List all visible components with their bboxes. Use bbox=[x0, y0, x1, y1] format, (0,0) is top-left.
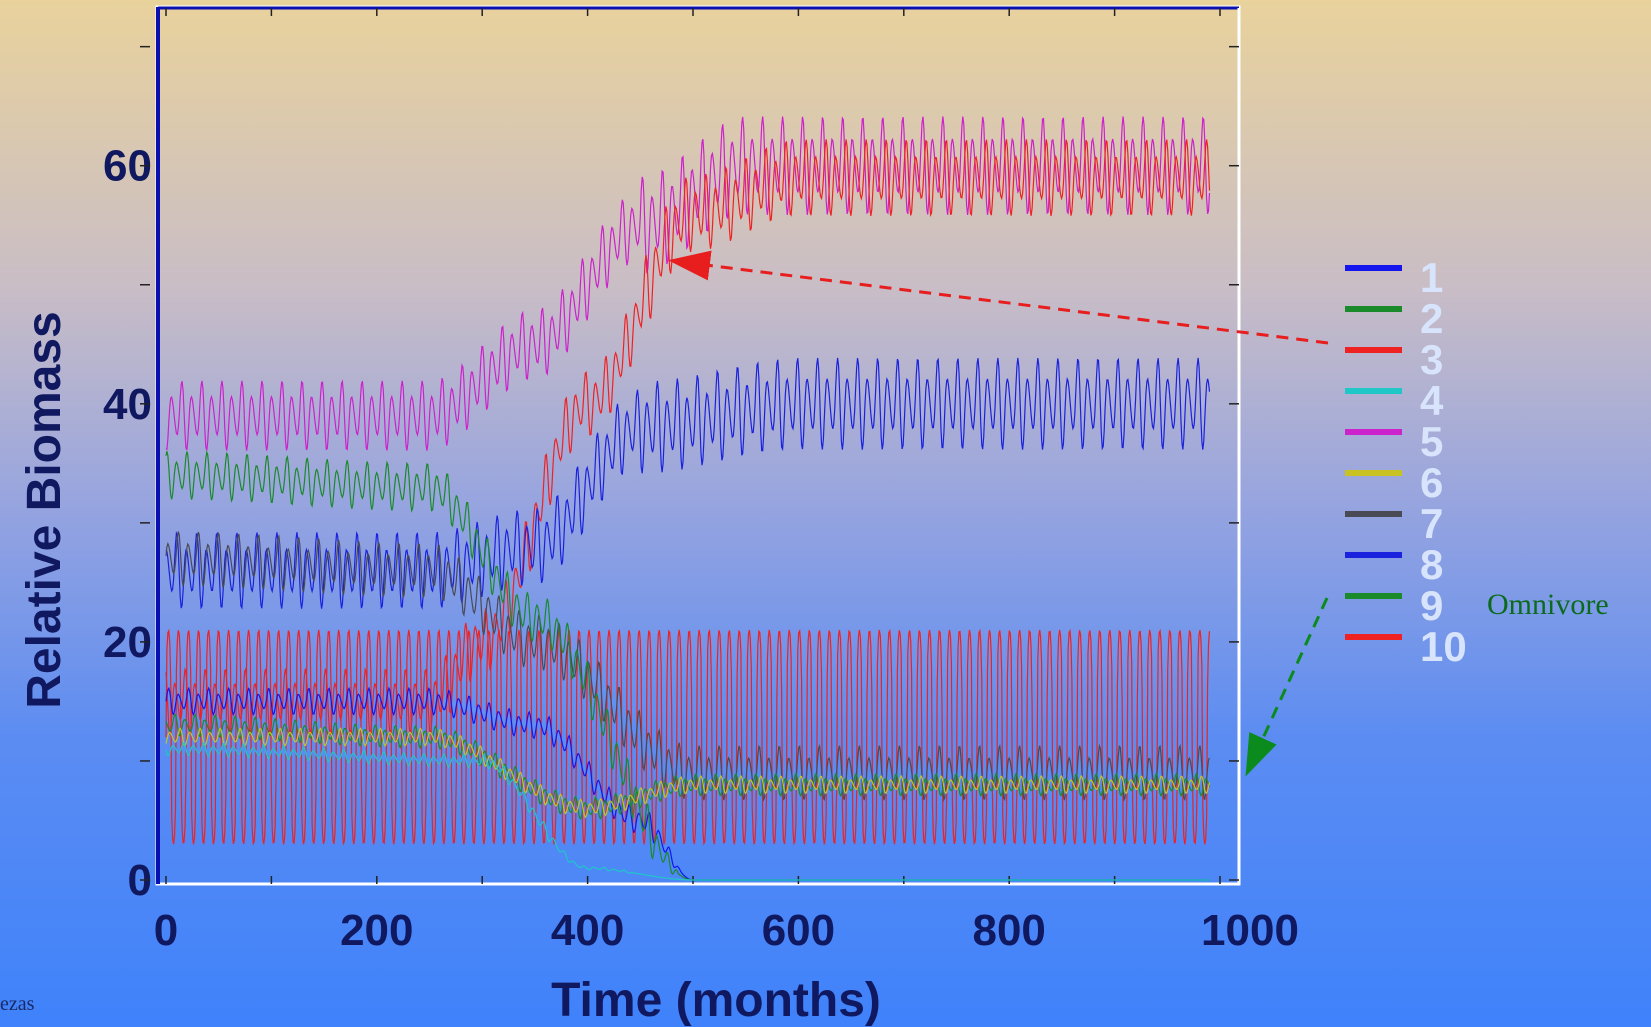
legend-label-3: 3 bbox=[1420, 336, 1443, 383]
series-line-7 bbox=[165, 531, 1211, 802]
series-line-3 bbox=[165, 139, 1211, 736]
x-axis-title: Time (months) bbox=[551, 974, 881, 1027]
legend-label-8: 8 bbox=[1420, 541, 1443, 588]
x-tick-label: 800 bbox=[972, 906, 1045, 955]
annotation-arrow-red bbox=[668, 250, 1329, 345]
omnivore-annotation: Omnivore bbox=[1487, 588, 1609, 621]
x-tick-label: 1000 bbox=[1201, 906, 1299, 955]
legend-label-5: 5 bbox=[1420, 418, 1443, 465]
x-tick-label: 600 bbox=[762, 906, 835, 955]
legend-label-4: 4 bbox=[1420, 377, 1444, 424]
series-line-6 bbox=[165, 727, 1211, 819]
series-line-9 bbox=[165, 713, 1211, 821]
series-line-4 bbox=[165, 742, 1210, 881]
legend-label-9: 9 bbox=[1420, 582, 1443, 629]
series-lines bbox=[165, 116, 1211, 881]
legend-label-10: 10 bbox=[1420, 623, 1467, 670]
y-axis-title: Relative Biomass bbox=[18, 311, 71, 709]
x-tick-label: 400 bbox=[551, 906, 624, 955]
series-line-10 bbox=[165, 628, 1211, 846]
legend-label-6: 6 bbox=[1420, 459, 1443, 506]
legend-label-2: 2 bbox=[1420, 295, 1443, 342]
x-tick-label: 0 bbox=[154, 906, 178, 955]
legend-label-1: 1 bbox=[1420, 254, 1443, 301]
series-line-8 bbox=[165, 357, 1211, 610]
legend-label-7: 7 bbox=[1420, 500, 1443, 547]
x-tick-label: 200 bbox=[340, 906, 413, 955]
series-line-5 bbox=[165, 116, 1211, 451]
watermark-text: ezas bbox=[0, 993, 35, 1015]
annotation-arrow-green bbox=[1245, 597, 1329, 777]
